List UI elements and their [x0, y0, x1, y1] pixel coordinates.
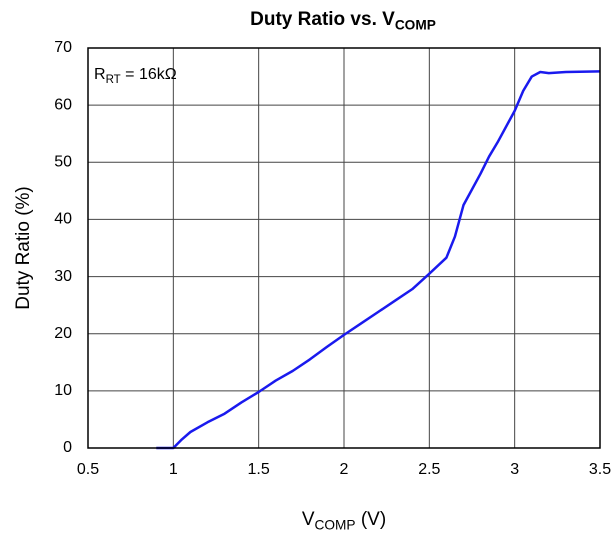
x-axis-label-part: (V) [356, 509, 387, 530]
y-tick-label: 30 [54, 268, 72, 285]
annotation-part: = 16kΩ [121, 66, 177, 83]
data-line [156, 70, 601, 450]
x-tick-label: 3.5 [589, 461, 611, 478]
x-tick-label: 1.5 [248, 461, 270, 478]
y-tick-label: 40 [54, 211, 72, 228]
y-tick-label: 20 [54, 325, 72, 342]
y-tick-label: 60 [54, 96, 72, 113]
x-tick-label: 2.5 [418, 461, 440, 478]
annotation: RRT = 16kΩ [94, 66, 177, 86]
x-tick-label: 1 [169, 461, 178, 478]
chart-title: Duty Ratio vs. VCOMP [250, 9, 436, 32]
x-axis-label-part: COMP [315, 517, 356, 532]
y-axis-label: Duty Ratio (%) [13, 186, 34, 310]
annotation-part: RT [106, 74, 121, 86]
y-tick-label: 10 [54, 382, 72, 399]
y-tick-label: 0 [63, 439, 72, 456]
chart-title-part: COMP [395, 17, 436, 32]
x-axis-label: VCOMP (V) [302, 509, 386, 532]
annotation-part: R [94, 66, 106, 83]
x-tick-label: 0.5 [77, 461, 99, 478]
x-tick-label: 2 [340, 461, 349, 478]
x-tick-label: 3 [510, 461, 519, 478]
plot-frame [87, 47, 601, 449]
x-axis-label-part: V [302, 509, 315, 530]
y-tick-label: 50 [54, 154, 72, 171]
chart-title-part: Duty Ratio vs. V [250, 9, 395, 30]
y-tick-label: 70 [54, 39, 72, 56]
